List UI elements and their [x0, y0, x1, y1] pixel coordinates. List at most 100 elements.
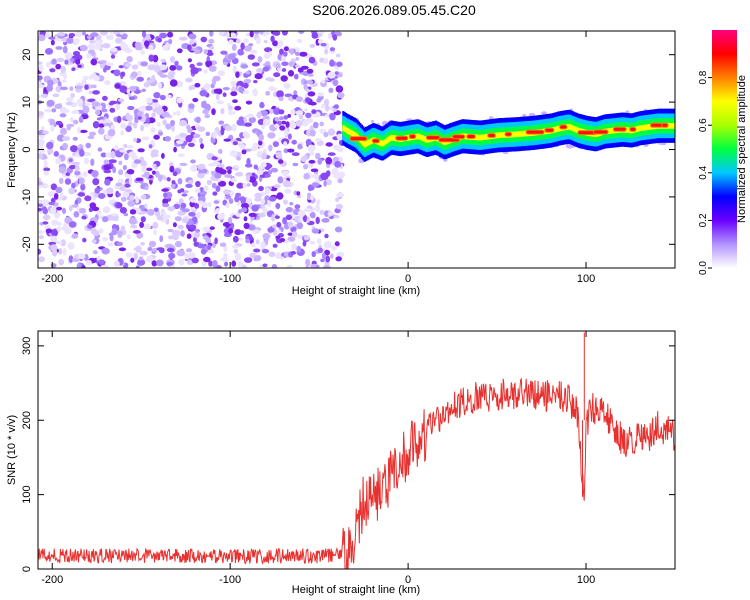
noise-blob — [253, 164, 258, 170]
noise-blob — [325, 142, 333, 147]
noise-blob — [335, 85, 344, 93]
noise-blob — [334, 173, 342, 179]
noise-blob — [157, 82, 162, 90]
noise-blob — [331, 245, 338, 251]
noise-blob — [187, 134, 195, 139]
noise-blob — [211, 156, 218, 161]
noise-blob — [243, 38, 249, 44]
noise-blob — [54, 103, 63, 110]
noise-blob — [135, 177, 144, 182]
noise-blob — [130, 224, 138, 229]
noise-blob — [243, 82, 249, 89]
noise-blob — [315, 264, 320, 268]
noise-blob — [123, 183, 131, 188]
noise-blob — [232, 235, 239, 243]
noise-blob — [38, 61, 43, 65]
noise-blob — [206, 179, 213, 186]
noise-blob — [181, 193, 188, 197]
noise-blob — [193, 236, 197, 243]
noise-blob — [142, 31, 146, 38]
noise-blob — [152, 108, 161, 113]
noise-blob — [48, 36, 57, 40]
noise-blob — [282, 180, 291, 188]
noise-blob — [189, 40, 195, 45]
noise-blob — [43, 170, 49, 176]
noise-blob — [66, 37, 74, 44]
noise-blob — [305, 258, 311, 266]
noise-blob — [311, 109, 317, 114]
noise-blob — [281, 31, 288, 36]
noise-blob — [212, 191, 218, 196]
noise-blob — [296, 191, 301, 196]
noise-blob — [295, 57, 300, 61]
snr-x-tick-label: 100 — [577, 574, 595, 586]
track-cell-peak — [372, 139, 379, 143]
noise-blob — [168, 252, 176, 259]
noise-blob — [104, 178, 111, 186]
noise-blob — [46, 61, 51, 68]
noise-blob — [187, 142, 195, 147]
noise-blob — [260, 241, 266, 249]
noise-blob — [309, 129, 316, 137]
track-cell — [390, 134, 393, 141]
noise-blob — [50, 263, 57, 268]
noise-blob — [299, 216, 303, 223]
noise-blob — [322, 265, 331, 268]
noise-blob — [214, 237, 218, 245]
noise-blob — [145, 117, 151, 123]
track-cell — [383, 139, 386, 146]
noise-blob — [324, 98, 329, 107]
noise-blob — [39, 134, 45, 139]
noise-blob — [231, 43, 237, 52]
noise-blob — [68, 221, 77, 228]
noise-blob — [317, 158, 323, 165]
noise-blob — [336, 146, 344, 153]
track-cell — [342, 125, 345, 131]
noise-blob — [273, 107, 281, 115]
noise-blob — [254, 197, 262, 202]
track-cell-peak — [452, 135, 465, 139]
noise-blob — [310, 168, 319, 173]
noise-blob — [300, 65, 309, 70]
noise-blob — [205, 131, 211, 137]
noise-blob — [290, 109, 296, 115]
noise-blob — [332, 79, 339, 86]
noise-blob — [234, 105, 242, 111]
noise-blob — [176, 65, 183, 71]
noise-blob — [145, 105, 153, 111]
noise-blob — [58, 259, 65, 266]
noise-blob — [335, 203, 343, 210]
noise-blob — [208, 65, 217, 72]
track-cell — [419, 134, 422, 140]
noise-blob — [151, 112, 156, 118]
noise-blob — [51, 229, 58, 237]
noise-blob — [62, 108, 70, 113]
noise-blob — [276, 221, 282, 228]
noise-blob — [38, 256, 45, 263]
track-cell — [611, 127, 614, 134]
track-cell — [520, 131, 523, 137]
track-cell-peak — [545, 128, 554, 132]
noise-blob — [119, 31, 125, 35]
noise-blob — [253, 31, 260, 35]
track-cell — [407, 134, 410, 141]
noise-blob — [98, 127, 105, 135]
noise-blob — [158, 64, 168, 71]
noise-blob — [94, 45, 103, 50]
noise-blob — [65, 172, 70, 177]
noise-blob — [189, 224, 197, 231]
track-cell — [379, 140, 382, 146]
noise-blob — [284, 129, 288, 137]
noise-blob — [129, 194, 135, 201]
noise-blob — [151, 149, 159, 155]
track-cell-peak — [505, 132, 511, 136]
noise-blob — [268, 196, 277, 202]
noise-blob — [90, 32, 99, 37]
noise-blob — [172, 111, 177, 116]
noise-blob — [81, 265, 86, 268]
noise-blob — [169, 79, 178, 87]
noise-blob — [311, 32, 319, 39]
noise-blob — [69, 164, 77, 170]
noise-blob — [245, 100, 253, 105]
